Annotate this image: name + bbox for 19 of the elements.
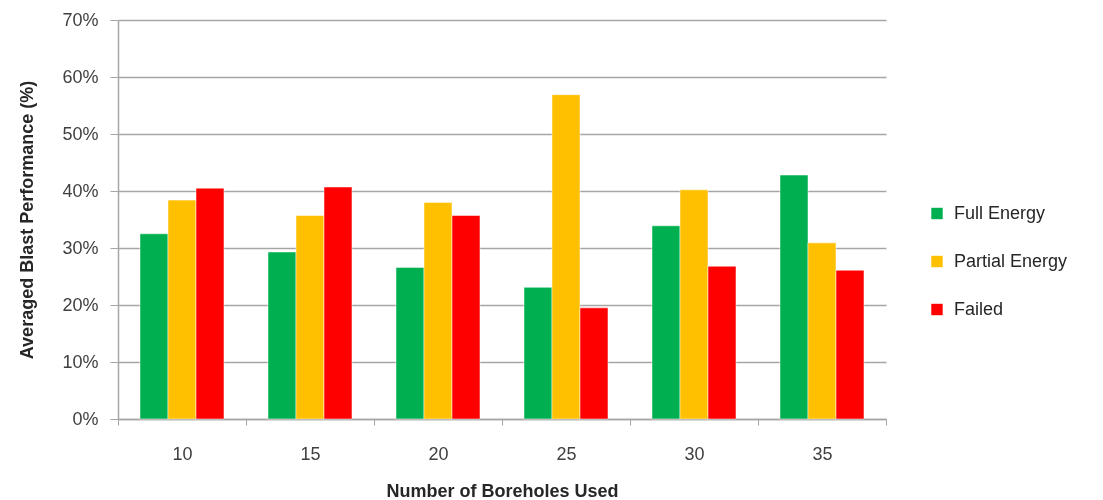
y-tick-label: 50%: [62, 123, 99, 144]
y-tick-label: 60%: [62, 66, 99, 87]
y-axis-title: Averaged Blast Performance (%): [17, 80, 38, 360]
y-tick-label: 30%: [62, 237, 99, 258]
x-tick-label: 35: [812, 443, 833, 464]
x-tick-label: 25: [556, 443, 577, 464]
y-tick-label: 0%: [72, 408, 99, 429]
y-tick-label: 40%: [62, 180, 99, 201]
legend-label: Partial Energy: [954, 250, 1068, 271]
x-tick-label: 20: [428, 443, 449, 464]
x-axis-title: Number of Boreholes Used: [386, 480, 619, 500]
x-tick-label: 10: [172, 443, 193, 464]
x-tick-label: 15: [300, 443, 321, 464]
legend-label: Full Energy: [954, 202, 1046, 223]
y-tick-label: 10%: [62, 351, 99, 372]
y-tick-label: 20%: [62, 294, 99, 315]
y-tick-label: 70%: [62, 9, 99, 30]
x-tick-label: 30: [684, 443, 705, 464]
legend-label: Failed: [954, 298, 1004, 319]
